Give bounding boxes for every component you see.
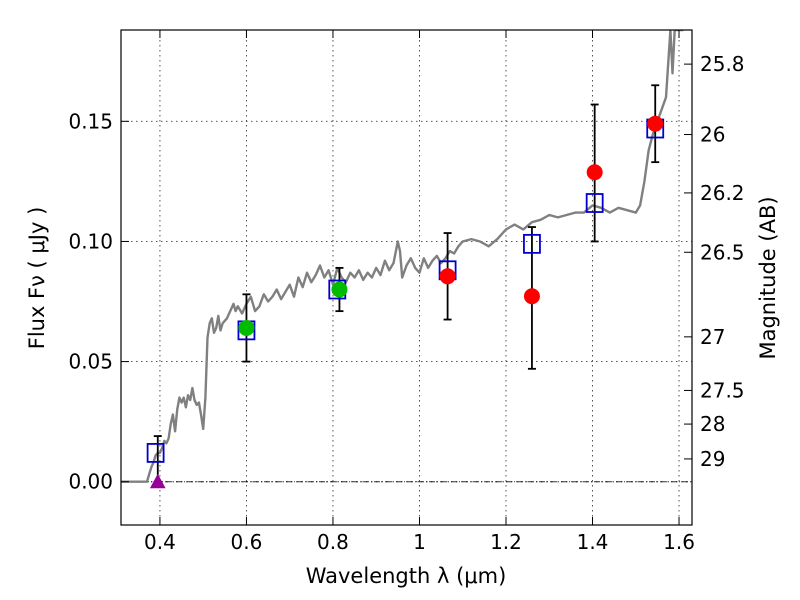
x-tick-label: 1.2	[490, 530, 522, 554]
x-tick-label: 0.6	[231, 530, 263, 554]
y-axis-label: Flux Fν ( μJy )	[25, 207, 49, 350]
photometry-point	[647, 115, 664, 132]
y2-tick-label: 28	[700, 412, 725, 436]
photometry-point	[331, 281, 348, 298]
y2-tick-label: 25.8	[700, 52, 745, 76]
axis-ticks	[121, 30, 692, 525]
y-tick-label: 0.15	[68, 109, 113, 133]
clipped-series	[121, 30, 684, 489]
photometry-point	[586, 164, 603, 181]
y2-tick-label: 26.2	[700, 181, 745, 205]
grid-lines	[121, 30, 692, 525]
y2-tick-label: 26.5	[700, 240, 745, 264]
model-band-square	[146, 443, 165, 463]
plot-frame	[120, 29, 693, 526]
y2-tick-label: 27.5	[700, 378, 745, 402]
x-tick-label: 1.4	[577, 530, 609, 554]
x-tick-label: 0.8	[317, 530, 349, 554]
x-axis-label: Wavelength λ (μm)	[306, 564, 507, 588]
model-sed-line	[121, 30, 684, 483]
y-tick-label: 0.00	[68, 470, 113, 494]
upper-limit-marker	[149, 473, 166, 489]
y2-tick-label: 29	[700, 447, 725, 471]
model-band-square	[523, 233, 541, 254]
y2-tick-label: 26	[700, 123, 725, 147]
model-band-square	[585, 193, 604, 213]
y-tick-label: 0.10	[68, 229, 113, 253]
y-tick-label: 0.05	[68, 350, 113, 374]
photometry-point	[238, 319, 255, 336]
x-tick-label: 1.6	[663, 530, 695, 554]
x-tick-label: 0.4	[144, 530, 176, 554]
y2-tick-label: 27	[700, 325, 725, 349]
photometry-point	[523, 288, 540, 305]
photometry-point	[439, 268, 456, 285]
plot-area	[121, 30, 684, 489]
tick-labels: 0.4 0.6 0.8 1 1.2 1.4 1.6 0.00 0.05 0.10 0.15 25.8 2…	[68, 52, 744, 554]
x-tick-label: 1	[413, 530, 426, 554]
y2-axis-label: Magnitude (AB)	[756, 196, 780, 359]
